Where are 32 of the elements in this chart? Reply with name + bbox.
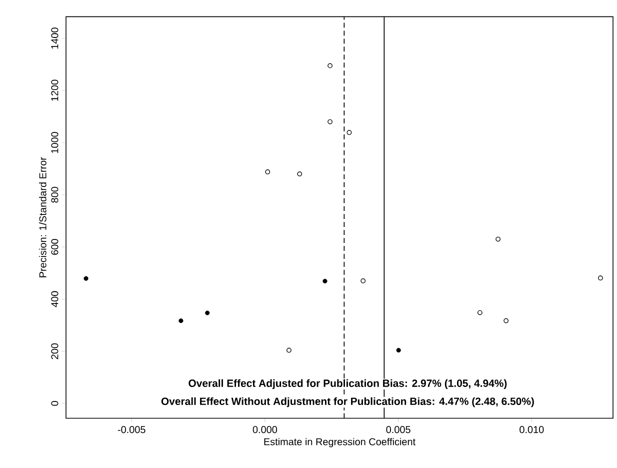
point: [84, 276, 88, 281]
y-tick-label: 0: [51, 401, 58, 406]
point: [328, 119, 332, 124]
x-tick-label: -0.005: [118, 426, 146, 434]
y-tick-label: 1400: [51, 28, 58, 49]
y-tick-label: 400: [51, 291, 58, 308]
annotation: Overall Effect Adjusted for Publication Bias: 2.97% (1.05, 4.94%): [188, 379, 507, 390]
point: [328, 63, 332, 68]
x-tick-label: 0.000: [252, 426, 278, 434]
point: [477, 310, 482, 316]
point: [205, 310, 210, 316]
y-tick-label: 200: [51, 343, 58, 360]
x-tick-label: 0.010: [520, 426, 544, 434]
point: [360, 278, 366, 284]
annotation: Overall Effect Without Adjustment for Publication Bias: 4.47% (2.48, 6.50%): [161, 397, 534, 408]
y-tick-label: 600: [51, 239, 58, 255]
y-tick-label: 1000: [51, 132, 58, 153]
point: [322, 278, 328, 284]
point: [396, 348, 401, 353]
x-axis-title: Estimate in Regression Coefficient: [264, 438, 416, 448]
point: [178, 318, 184, 324]
point: [265, 169, 270, 174]
point: [598, 276, 603, 280]
point: [496, 236, 501, 242]
point: [346, 130, 352, 135]
y-axis-title: Precision: 1/Standard Error: [39, 157, 46, 278]
point: [297, 171, 302, 176]
x-tick-label: 0.005: [386, 426, 410, 434]
y-tick-label: 1200: [51, 80, 58, 101]
point: [286, 348, 292, 353]
y-tick-label: 800: [51, 186, 58, 203]
point: [504, 318, 509, 324]
